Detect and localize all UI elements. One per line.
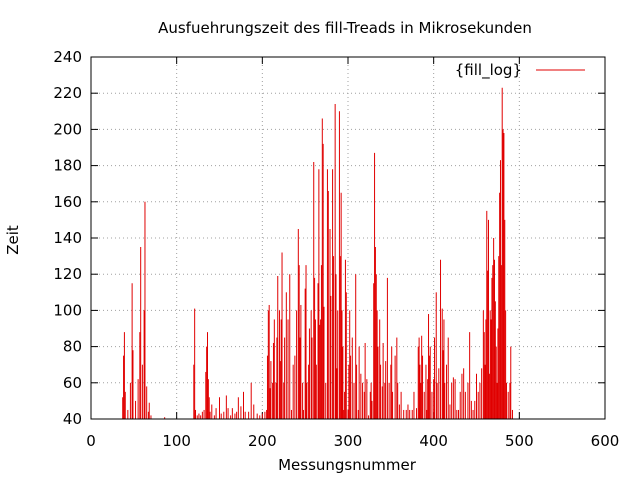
- y-tick-label: 200: [53, 120, 82, 138]
- y-tick-label: 220: [53, 84, 82, 102]
- plot-frame: [90, 56, 606, 420]
- y-tick-label: 120: [53, 265, 82, 283]
- y-tick-label: 100: [53, 301, 82, 319]
- y-tick-label: 140: [53, 229, 82, 247]
- legend-label: {fill_log}: [455, 61, 522, 80]
- legend: {fill_log}: [455, 61, 585, 80]
- y-tick-label: 40: [63, 410, 82, 428]
- bar-series: [122, 87, 513, 419]
- x-tick-label: 500: [505, 432, 534, 450]
- y-tick-label: 80: [63, 338, 82, 356]
- x-tick-label: 0: [86, 432, 96, 450]
- x-tick-label: 400: [419, 432, 448, 450]
- y-axis-label: Zeit: [4, 225, 22, 255]
- y-tick-label: 60: [63, 374, 82, 392]
- x-tick-label: 100: [162, 432, 191, 450]
- x-tick-label: 200: [248, 432, 277, 450]
- y-tick-label: 240: [53, 48, 82, 66]
- x-tick-label: 300: [334, 432, 363, 450]
- chart-title: Ausfuehrungszeit des fill-Treads in Mikr…: [158, 19, 532, 37]
- y-tick-label: 160: [53, 193, 82, 211]
- x-tick-label: 600: [591, 432, 620, 450]
- axis-ticks: 40 60 80 100 120 140 160 180 200 220 240 0 100 200 300…: [53, 48, 619, 450]
- x-axis-label: Messungsnummer: [278, 456, 417, 474]
- y-tick-label: 180: [53, 157, 82, 175]
- grid-lines: [91, 57, 605, 419]
